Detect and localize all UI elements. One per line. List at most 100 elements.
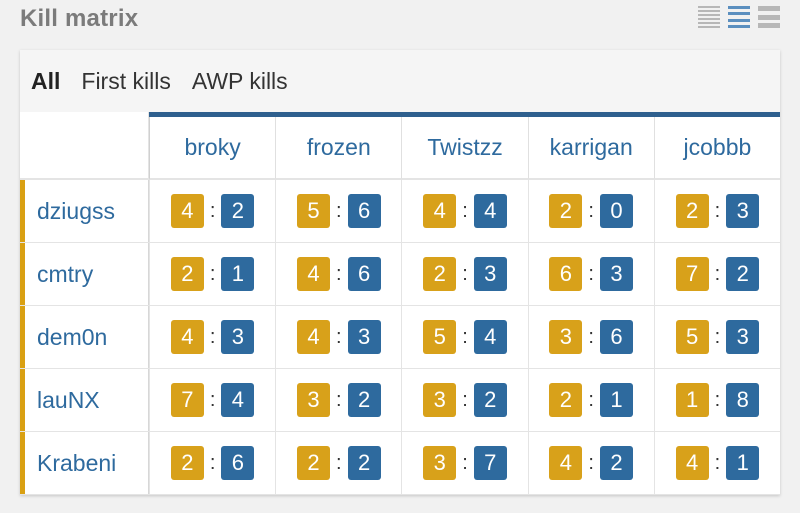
table-row: dziugss 4:2 5:6 4:4 2:0 2:3	[20, 180, 780, 243]
kills-badge: 4	[170, 194, 204, 228]
view-toggle-group	[698, 6, 780, 28]
kills-badge: 5	[675, 320, 709, 354]
separator: :	[714, 262, 721, 285]
separator: :	[209, 388, 216, 411]
column-header[interactable]: frozen	[275, 117, 402, 180]
matrix-cell: 7:4	[149, 369, 275, 431]
separator: :	[462, 262, 468, 285]
deaths-badge: 6	[599, 320, 633, 354]
matrix-cell: 6:3	[527, 243, 654, 305]
deaths-badge: 2	[221, 194, 255, 228]
kills-badge: 1	[675, 383, 709, 417]
matrix-cell: 3:6	[527, 306, 654, 368]
deaths-badge: 6	[347, 257, 381, 291]
kills-badge: 2	[549, 194, 583, 228]
column-header[interactable]: jcobbb	[653, 117, 781, 180]
separator: :	[209, 199, 216, 222]
deaths-badge: 1	[726, 446, 760, 480]
kills-badge: 7	[675, 257, 709, 291]
kills-badge: 2	[675, 194, 709, 228]
deaths-badge: 3	[599, 257, 633, 291]
kills-badge: 2	[170, 446, 204, 480]
deaths-badge: 3	[347, 320, 381, 354]
matrix-cell: 4:3	[275, 306, 401, 368]
kills-badge: 4	[170, 320, 204, 354]
table-corner	[20, 112, 149, 180]
deaths-badge: 3	[221, 320, 255, 354]
separator: :	[462, 199, 468, 222]
table-body: dziugss 4:2 5:6 4:4 2:0 2:3 cmtry 2:1 4:6 2:3 6:3 7…	[20, 180, 780, 495]
separator: :	[209, 262, 216, 285]
deaths-badge: 3	[726, 320, 760, 354]
matrix-cell: 2:0	[527, 180, 654, 242]
kills-badge: 7	[170, 383, 204, 417]
separator: :	[588, 388, 594, 411]
deaths-badge: 7	[473, 446, 507, 480]
deaths-badge: 2	[473, 383, 507, 417]
column-header[interactable]: karrigan	[527, 117, 654, 180]
column-header[interactable]: broky	[149, 117, 276, 180]
deaths-badge: 4	[473, 194, 507, 228]
matrix-cell: 2:1	[149, 243, 275, 305]
deaths-badge: 2	[726, 257, 760, 291]
matrix-cell: 2:2	[275, 432, 401, 494]
deaths-badge: 4	[473, 320, 507, 354]
deaths-badge: 4	[221, 383, 255, 417]
matrix-cell: 4:4	[401, 180, 527, 242]
kill-matrix-panel: All First kills AWP kills broky frozen T…	[20, 50, 781, 495]
kills-badge: 3	[423, 446, 457, 480]
matrix-cell: 7:2	[653, 243, 780, 305]
deaths-badge: 1	[221, 257, 255, 291]
separator: :	[714, 451, 721, 474]
column-header[interactable]: Twistzz	[401, 117, 528, 180]
row-header-player[interactable]: dziugss	[20, 180, 149, 242]
deaths-badge: 1	[599, 383, 633, 417]
matrix-cell: 2:6	[149, 432, 275, 494]
separator: :	[336, 388, 342, 411]
list-wide-icon[interactable]	[758, 6, 780, 28]
separator: :	[588, 262, 594, 285]
separator: :	[462, 325, 468, 348]
matrix-cell: 5:6	[275, 180, 401, 242]
separator: :	[714, 388, 721, 411]
separator: :	[462, 388, 468, 411]
deaths-badge: 8	[726, 383, 760, 417]
tab-all[interactable]: All	[31, 67, 61, 94]
matrix-cell: 5:3	[653, 306, 780, 368]
tab-awp-kills[interactable]: AWP kills	[191, 67, 288, 94]
kills-badge: 4	[297, 320, 331, 354]
row-header-player[interactable]: Krabeni	[20, 432, 149, 494]
separator: :	[588, 199, 594, 222]
header: Kill matrix	[0, 0, 800, 40]
separator: :	[462, 451, 468, 474]
deaths-badge: 3	[473, 257, 507, 291]
kill-matrix-table: broky frozen Twistzz karrigan jcobbb dzi…	[20, 112, 781, 495]
deaths-badge: 0	[599, 194, 633, 228]
matrix-cell: 4:3	[149, 306, 275, 368]
table-row: dem0n 4:3 4:3 5:4 3:6 5:3	[20, 306, 780, 369]
deaths-badge: 2	[599, 446, 633, 480]
kills-badge: 2	[170, 257, 204, 291]
separator: :	[209, 451, 216, 474]
row-header-player[interactable]: cmtry	[20, 243, 149, 305]
separator: :	[588, 451, 594, 474]
kills-badge: 3	[423, 383, 457, 417]
matrix-cell: 2:3	[401, 243, 527, 305]
list-dense-icon[interactable]	[698, 6, 720, 28]
tab-first-kills[interactable]: First kills	[81, 67, 171, 94]
kills-badge: 4	[549, 446, 583, 480]
kills-badge: 3	[549, 320, 583, 354]
kills-badge: 6	[549, 257, 583, 291]
separator: :	[336, 199, 342, 222]
matrix-cell: 5:4	[401, 306, 527, 368]
kills-badge: 5	[297, 194, 331, 228]
deaths-badge: 2	[347, 446, 381, 480]
kills-badge: 5	[423, 320, 457, 354]
separator: :	[336, 451, 342, 474]
table-row: lauNX 7:4 3:2 3:2 2:1 1:8	[20, 369, 780, 432]
matrix-cell: 4:6	[275, 243, 401, 305]
table-row: cmtry 2:1 4:6 2:3 6:3 7:2	[20, 243, 780, 306]
row-header-player[interactable]: lauNX	[20, 369, 149, 431]
row-header-player[interactable]: dem0n	[20, 306, 149, 368]
list-medium-icon[interactable]	[728, 6, 750, 28]
